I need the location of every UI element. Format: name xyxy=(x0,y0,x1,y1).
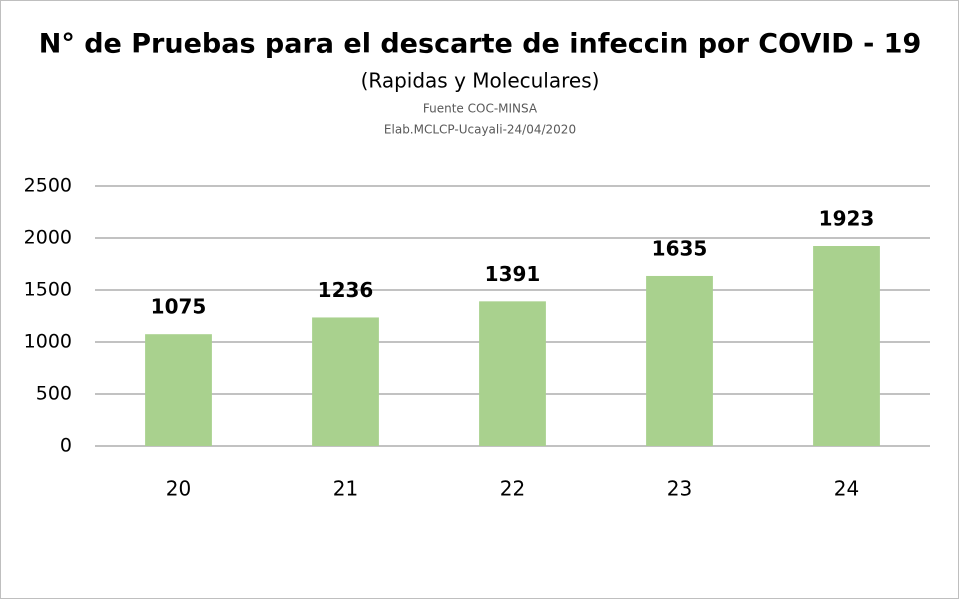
bar xyxy=(312,317,379,446)
x-tick-label: 21 xyxy=(333,477,358,501)
data-label: 1075 xyxy=(151,295,207,319)
x-tick-label: 20 xyxy=(166,477,191,501)
chart-subtitle: (Rapidas y Moleculares) xyxy=(361,69,600,93)
x-tick-label: 23 xyxy=(667,477,692,501)
y-tick-label: 500 xyxy=(36,383,72,405)
bar xyxy=(646,275,713,446)
data-label: 1236 xyxy=(318,278,374,302)
chart-title: N° de Pruebas para el descarte de infecc… xyxy=(39,29,922,60)
y-tick-label: 1000 xyxy=(24,331,72,353)
y-tick-label: 2000 xyxy=(24,227,72,249)
data-label: 1923 xyxy=(819,207,875,231)
bar xyxy=(145,334,212,446)
bar xyxy=(813,246,880,446)
annotation: Elab.MCLCP-Ucayali-24/04/2020 xyxy=(384,123,576,137)
x-tick-label: 24 xyxy=(834,477,859,501)
bar xyxy=(479,301,546,446)
annotation: Fuente COC-MINSA xyxy=(423,102,538,116)
y-tick-label: 2500 xyxy=(24,175,72,197)
y-tick-label: 0 xyxy=(60,435,72,457)
y-tick-label: 1500 xyxy=(24,279,72,301)
data-label: 1635 xyxy=(652,236,708,260)
data-label: 1391 xyxy=(485,262,541,286)
x-tick-label: 22 xyxy=(500,477,525,501)
